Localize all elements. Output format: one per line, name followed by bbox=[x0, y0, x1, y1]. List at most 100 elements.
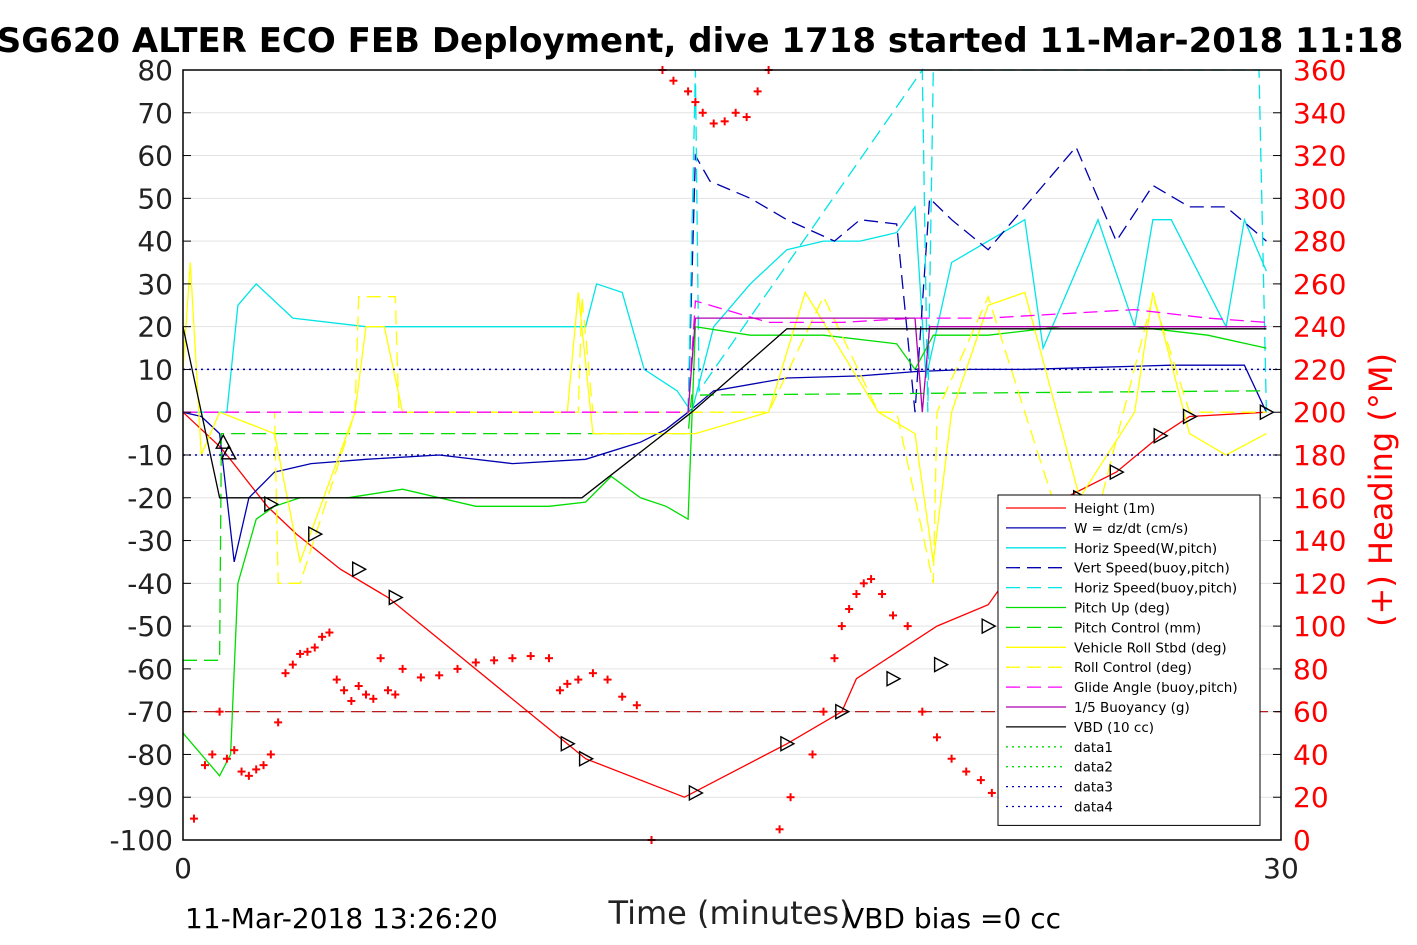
triangle-marker bbox=[560, 735, 576, 752]
left-axis-ticks: 80 70 60 50 40 30 20 10 0 -10 -20 -30 -40 -50 -60 -70 -8… bbox=[109, 54, 191, 857]
tick-label-right: 200 bbox=[1293, 396, 1346, 429]
legend-entry: 1/5 Buoyancy (g) bbox=[1074, 700, 1190, 716]
heading-point bbox=[490, 656, 499, 665]
series-line bbox=[182, 411, 1267, 798]
tick-label-right: 80 bbox=[1293, 653, 1329, 686]
heading-point bbox=[588, 669, 597, 678]
tick-label-x: 30 bbox=[1263, 852, 1299, 885]
heading-point bbox=[325, 628, 334, 637]
heading-point bbox=[281, 669, 290, 678]
heading-point bbox=[962, 767, 971, 776]
tick-label-left: -60 bbox=[127, 653, 173, 686]
tick-label-right: 260 bbox=[1293, 268, 1346, 301]
tick-label-right: 160 bbox=[1293, 482, 1346, 515]
legend-entry: Vert Speed(buoy,pitch) bbox=[1074, 561, 1230, 577]
heading-point bbox=[669, 76, 678, 85]
heading-point bbox=[918, 707, 927, 716]
heading-point bbox=[526, 652, 535, 661]
heading-point bbox=[376, 654, 385, 663]
tick-label-left: 30 bbox=[137, 268, 173, 301]
tick-label-left: -80 bbox=[127, 738, 173, 771]
heading-point bbox=[208, 750, 217, 759]
triangle-marker bbox=[215, 433, 232, 449]
heading-point bbox=[545, 654, 553, 663]
heading-point bbox=[435, 671, 444, 680]
triangle-marker bbox=[264, 496, 280, 513]
heading-point bbox=[987, 788, 996, 797]
tick-label-right: 180 bbox=[1293, 439, 1346, 472]
heading-point bbox=[691, 98, 700, 107]
legend-entry: Horiz Speed(W,pitch) bbox=[1074, 541, 1217, 557]
heading-point bbox=[852, 590, 861, 599]
heading-point bbox=[354, 682, 363, 690]
heading-point bbox=[867, 575, 876, 584]
tick-label-right: 320 bbox=[1293, 140, 1346, 173]
heading-point bbox=[222, 754, 231, 763]
legend: Height (1m) W = dz/dt (cm/s) Horiz Speed(W… bbox=[997, 494, 1261, 826]
tick-label-right: 140 bbox=[1293, 525, 1346, 558]
heading-point bbox=[332, 675, 341, 684]
heading-point bbox=[837, 622, 846, 631]
heading-point bbox=[266, 750, 275, 759]
tick-label-right: 20 bbox=[1293, 781, 1329, 814]
heading-point bbox=[709, 119, 718, 128]
heading-point bbox=[237, 767, 246, 776]
tick-label-right: 280 bbox=[1293, 225, 1346, 258]
series-line bbox=[687, 67, 1268, 413]
right-axis-label: (+) Heading (°M) bbox=[1362, 353, 1400, 627]
heading-point bbox=[398, 664, 407, 673]
tick-label-left: -90 bbox=[127, 781, 173, 814]
legend-entry: Roll Control (deg) bbox=[1074, 660, 1192, 676]
heading-point bbox=[720, 117, 729, 126]
heading-point bbox=[200, 761, 209, 770]
heading-point bbox=[742, 113, 751, 122]
legend-entry: Height (1m) bbox=[1074, 501, 1155, 517]
triangle-marker bbox=[351, 561, 368, 578]
series-line bbox=[183, 205, 1267, 414]
heading-point bbox=[632, 701, 641, 710]
heading-point bbox=[563, 679, 572, 688]
tick-label-right: 0 bbox=[1293, 824, 1311, 857]
tick-label-right: 40 bbox=[1293, 738, 1329, 771]
heading-point bbox=[252, 765, 261, 774]
tick-label-left: 60 bbox=[137, 140, 173, 173]
heading-point bbox=[189, 814, 198, 823]
heading-point bbox=[947, 754, 956, 763]
legend-entry: Pitch Control (mm) bbox=[1074, 620, 1201, 636]
triangle-marker bbox=[835, 703, 851, 720]
tick-label-left: -40 bbox=[127, 567, 173, 600]
tick-label-left: 0 bbox=[155, 396, 173, 429]
legend-entry: Pitch Up (deg) bbox=[1074, 601, 1170, 617]
triangle-marker bbox=[981, 617, 997, 635]
heading-point bbox=[215, 707, 224, 716]
triangle-marker bbox=[688, 784, 704, 802]
triangle-marker bbox=[578, 750, 595, 767]
heading-point bbox=[288, 660, 297, 669]
tick-label-right: 60 bbox=[1293, 696, 1329, 729]
heading-point bbox=[786, 793, 795, 802]
triangle-marker bbox=[886, 670, 902, 687]
heading-point bbox=[731, 108, 740, 117]
tick-label-left: -30 bbox=[127, 525, 173, 558]
x-axis-label: Time (minutes) bbox=[608, 894, 852, 932]
heading-point bbox=[340, 686, 349, 695]
tick-label-left: -100 bbox=[109, 824, 173, 857]
tick-label-right: 360 bbox=[1293, 54, 1346, 87]
triangle-marker bbox=[1259, 404, 1275, 421]
series-layer bbox=[182, 67, 1281, 798]
heading-point bbox=[274, 718, 283, 727]
series-line bbox=[183, 390, 1267, 661]
heading-point bbox=[684, 87, 693, 96]
triangle-marker bbox=[1109, 463, 1125, 481]
heading-point bbox=[244, 771, 253, 780]
heading-point bbox=[808, 750, 817, 759]
triangle-marker bbox=[933, 656, 950, 673]
legend-box bbox=[997, 494, 1261, 826]
tick-label-right: 240 bbox=[1293, 311, 1346, 344]
heading-point bbox=[830, 654, 839, 663]
tick-label-left: -50 bbox=[127, 610, 173, 643]
heading-point bbox=[383, 686, 392, 695]
tick-label-left: 50 bbox=[137, 182, 173, 215]
series-line bbox=[183, 294, 1267, 586]
